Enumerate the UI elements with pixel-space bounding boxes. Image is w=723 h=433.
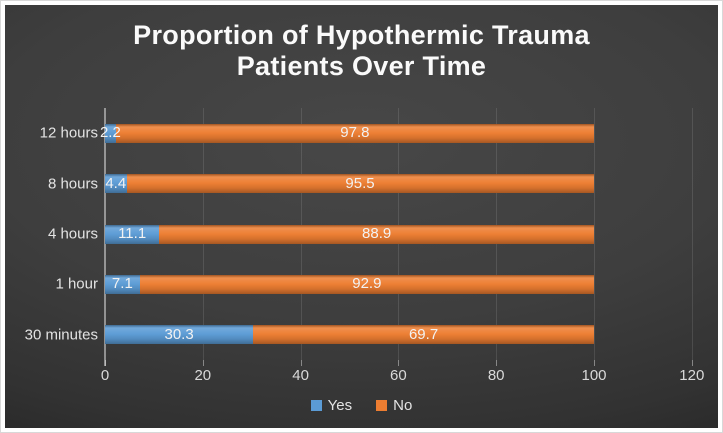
tick-mark — [691, 360, 693, 366]
gridline — [594, 108, 595, 360]
x-tick-label: 120 — [679, 367, 705, 384]
bar-value-label: 69.7 — [408, 325, 439, 343]
gridline — [691, 108, 693, 360]
plot-area: 0 20 40 60 80 100 120 2.2 97.8 4.4 95.5 11.1 88.9 7.1… — [100, 108, 705, 384]
legend-item-yes: Yes — [310, 397, 353, 414]
bar-row: 30.3 69.7 — [105, 325, 705, 345]
bar-value-label: 2.2 — [99, 124, 121, 142]
tick-mark — [300, 360, 302, 366]
tick-mark — [398, 360, 400, 366]
legend: Yes No — [5, 397, 718, 414]
bar-value-label: 7.1 — [111, 275, 133, 293]
x-tick-label: 80 — [487, 367, 505, 384]
bar-value-label: 88.9 — [362, 225, 392, 243]
legend-swatch-yes — [310, 400, 322, 411]
bar-value-label: 30.3 — [164, 325, 194, 343]
bar-segment-no: 95.5 — [126, 174, 594, 194]
category-label: 4 hours — [47, 225, 98, 243]
category-label: 8 hours — [47, 175, 98, 193]
bar-value-label: 97.8 — [340, 124, 370, 142]
legend-label: Yes — [327, 397, 353, 414]
bar-segment-yes: 2.2 — [100, 123, 121, 143]
x-tick-label: 100 — [581, 367, 607, 384]
tick-mark — [202, 360, 204, 366]
bar-row: 4.4 95.5 — [105, 174, 705, 194]
bar-row: 2.2 97.8 — [100, 123, 705, 143]
tick-mark — [105, 360, 106, 366]
category-label: 30 minutes — [24, 326, 98, 344]
bar-segment-no: 92.9 — [139, 274, 595, 294]
x-tick-label: 40 — [292, 367, 309, 384]
category-column: 12 hours 8 hours 4 hours 1 hour 30 minutes — [5, 108, 98, 360]
x-tick-label: 0 — [100, 367, 110, 384]
tick-mark — [496, 360, 498, 366]
tick-mark — [594, 360, 595, 366]
bar-segment-yes: 4.4 — [105, 174, 127, 194]
bar-value-label: 92.9 — [352, 275, 382, 293]
chart-title: Proportion of Hypothermic Trauma Patient… — [133, 20, 590, 81]
category-label: 12 hours — [39, 124, 98, 142]
legend-swatch-no — [376, 400, 388, 411]
category-label: 1 hour — [55, 275, 98, 293]
bar-value-label: 4.4 — [105, 174, 127, 192]
x-tick-label: 60 — [390, 367, 407, 384]
legend-item-no: No — [376, 397, 412, 414]
bar-segment-yes: 7.1 — [105, 274, 140, 294]
bar-row: 11.1 88.9 — [105, 224, 705, 244]
bar-segment-no: 69.7 — [253, 325, 594, 345]
bar-value-label: 11.1 — [118, 225, 147, 243]
bar-segment-yes: 11.1 — [105, 224, 160, 244]
slide: Proportion of Hypothermic Trauma Patient… — [5, 5, 718, 428]
bar-segment-no: 97.8 — [115, 123, 595, 143]
bar-segment-no: 88.9 — [159, 224, 594, 244]
legend-label: No — [393, 397, 413, 414]
bar-row: 7.1 92.9 — [105, 274, 705, 294]
bar-value-label: 95.5 — [345, 174, 375, 192]
x-tick-label: 20 — [194, 367, 212, 384]
bar-segment-yes: 30.3 — [105, 325, 254, 345]
